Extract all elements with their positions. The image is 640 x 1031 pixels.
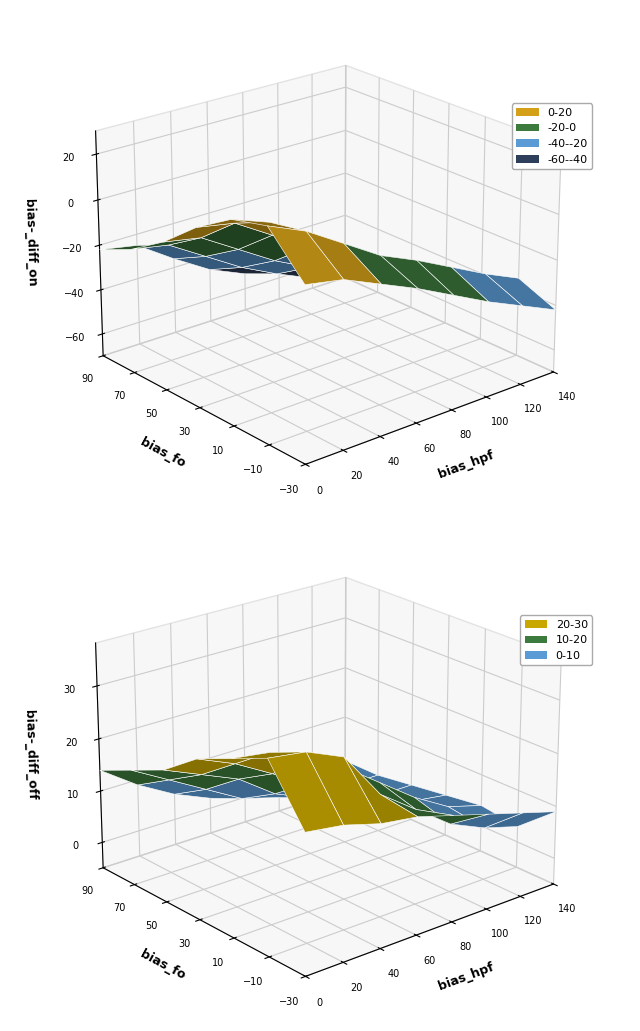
X-axis label: bias_hpf: bias_hpf (436, 448, 495, 481)
Legend: 20-30, 10-20, 0-10: 20-30, 10-20, 0-10 (520, 616, 592, 665)
Y-axis label: bias_fo: bias_fo (138, 436, 188, 470)
Legend: 0-20, -20-0, -40--20, -60--40: 0-20, -20-0, -40--20, -60--40 (512, 103, 592, 169)
X-axis label: bias_hpf: bias_hpf (436, 961, 495, 993)
Y-axis label: bias_fo: bias_fo (138, 947, 188, 983)
